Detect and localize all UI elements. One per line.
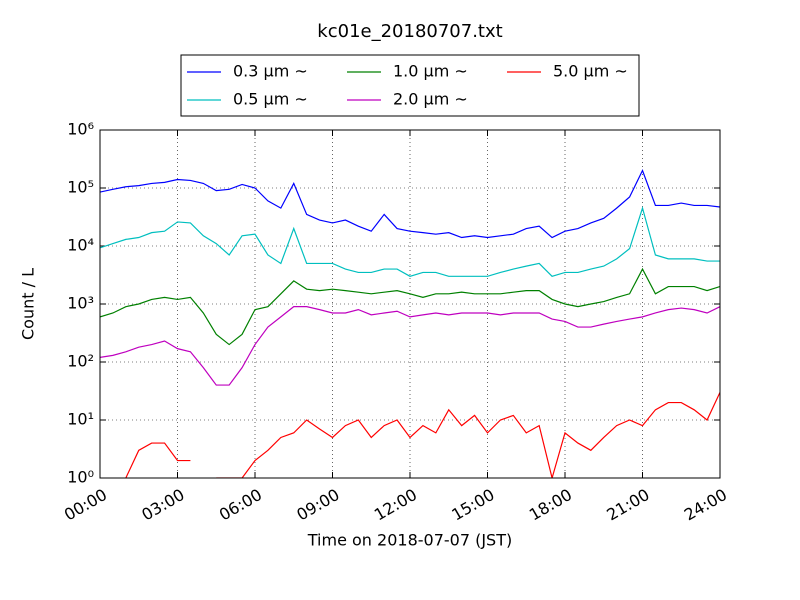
legend-label: 5.0 μm ~ xyxy=(553,62,628,81)
legend-label: 0.3 μm ~ xyxy=(233,62,308,81)
y-tick-label: 10¹ xyxy=(67,410,94,429)
legend-label: 2.0 μm ~ xyxy=(393,90,468,109)
series-line xyxy=(100,169,720,239)
chart-title: kc01e_20180707.txt xyxy=(317,21,502,42)
y-tick-label: 10² xyxy=(67,352,94,371)
x-axis-label: Time on 2018-07-07 (JST) xyxy=(307,531,512,550)
y-tick-label: 10³ xyxy=(67,294,94,313)
y-tick-label: 10⁵ xyxy=(67,178,94,197)
series-line xyxy=(100,267,720,346)
series-line xyxy=(100,206,720,278)
y-tick-label: 10⁴ xyxy=(67,236,94,255)
legend-box xyxy=(180,54,640,117)
series-line xyxy=(100,306,720,386)
y-tick-label: 10⁶ xyxy=(67,120,94,139)
plot-frame xyxy=(99,129,721,479)
legend-label: 0.5 μm ~ xyxy=(233,90,308,109)
y-axis-label: Count / L xyxy=(19,268,38,340)
series-line xyxy=(125,392,720,478)
y-tick-label: 10⁰ xyxy=(67,468,94,487)
legend-label: 1.0 μm ~ xyxy=(393,62,468,81)
